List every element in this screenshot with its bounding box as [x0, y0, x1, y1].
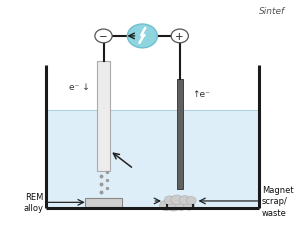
Text: REM
alloy: REM alloy [23, 192, 43, 213]
Circle shape [186, 197, 196, 204]
Text: e⁻ ↓: e⁻ ↓ [69, 82, 89, 91]
Circle shape [175, 201, 188, 210]
Text: ↑e⁻: ↑e⁻ [192, 89, 210, 98]
Circle shape [167, 201, 180, 211]
Bar [97, 62, 110, 171]
Circle shape [183, 201, 195, 210]
Circle shape [179, 196, 191, 205]
Bar [85, 198, 122, 207]
Circle shape [95, 30, 112, 44]
Circle shape [171, 195, 183, 205]
Circle shape [171, 30, 188, 44]
Circle shape [164, 196, 175, 205]
Circle shape [128, 25, 157, 49]
Circle shape [160, 201, 172, 211]
Bar [46, 111, 259, 208]
Text: −: − [99, 32, 108, 42]
Text: +: + [176, 32, 184, 42]
Text: Magnet
scrap/
waste: Magnet scrap/ waste [262, 185, 293, 217]
Bar [177, 80, 183, 190]
Text: Sintef: Sintef [259, 7, 285, 16]
